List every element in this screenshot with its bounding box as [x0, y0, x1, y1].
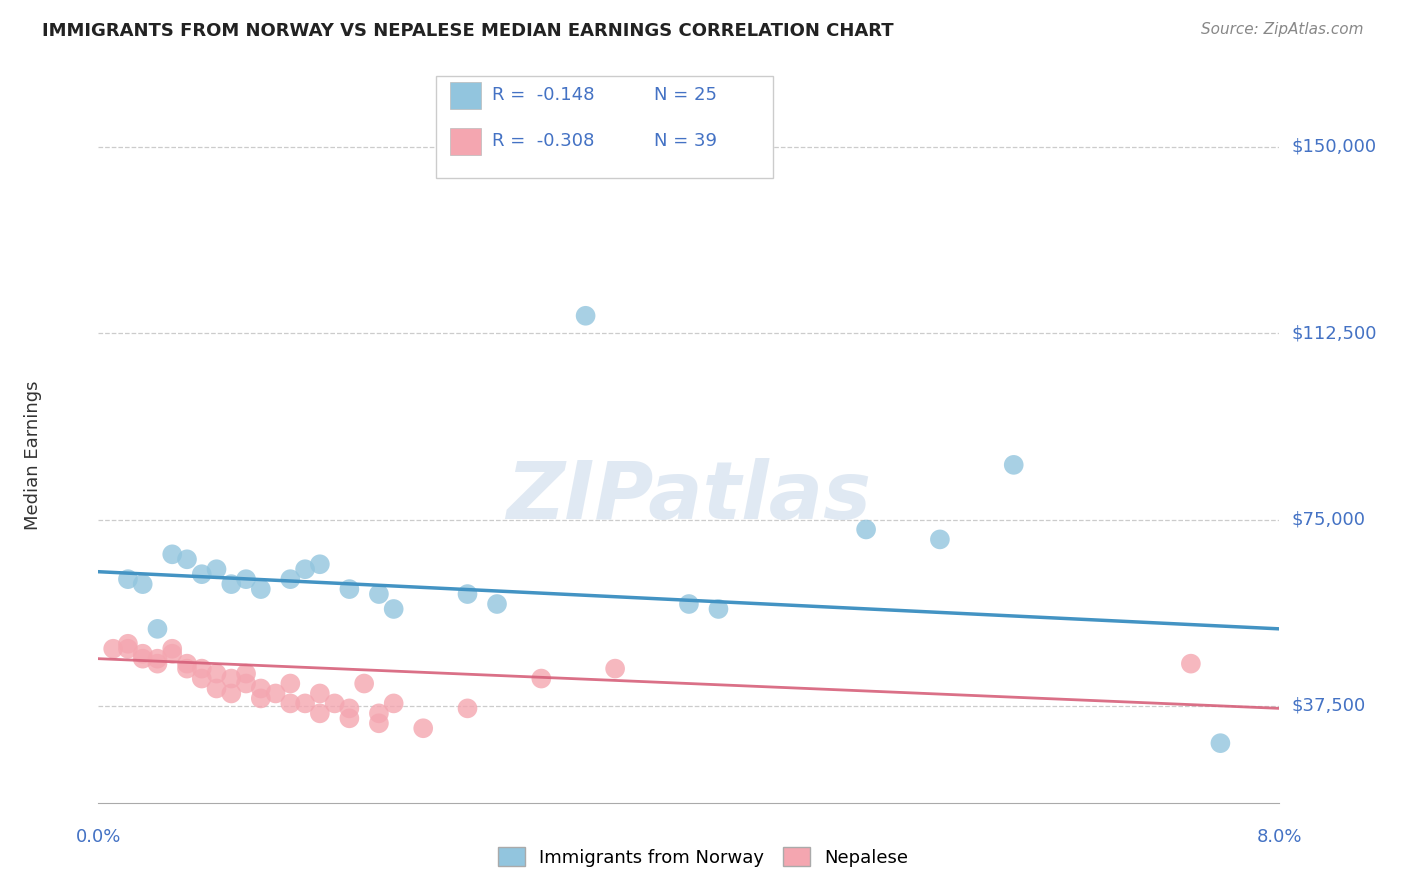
Point	[117, 637, 139, 651]
Point	[294, 697, 316, 711]
Point	[323, 697, 346, 711]
Point	[219, 577, 242, 591]
Point	[278, 697, 301, 711]
Point	[235, 572, 257, 586]
Point	[308, 558, 332, 572]
Point	[176, 657, 198, 671]
Point	[146, 622, 169, 636]
Point	[191, 662, 214, 676]
Point	[219, 672, 242, 686]
Point	[205, 562, 228, 576]
Point	[146, 651, 169, 665]
Point	[235, 666, 257, 681]
Text: IMMIGRANTS FROM NORWAY VS NEPALESE MEDIAN EARNINGS CORRELATION CHART: IMMIGRANTS FROM NORWAY VS NEPALESE MEDIA…	[42, 22, 894, 40]
Point	[278, 676, 301, 690]
Point	[456, 587, 478, 601]
Point	[337, 582, 360, 596]
Point	[367, 706, 389, 721]
Point	[278, 572, 301, 586]
Point	[1002, 458, 1025, 472]
Point	[117, 572, 139, 586]
Point	[132, 577, 155, 591]
Point	[308, 706, 332, 721]
Point	[412, 721, 434, 735]
Point	[235, 676, 257, 690]
Point	[678, 597, 700, 611]
Point	[250, 691, 273, 706]
Point	[456, 701, 478, 715]
Point	[132, 651, 155, 665]
Text: N = 39: N = 39	[654, 132, 717, 150]
Text: N = 25: N = 25	[654, 86, 717, 103]
Text: Median Earnings: Median Earnings	[24, 380, 42, 530]
Legend: Immigrants from Norway, Nepalese: Immigrants from Norway, Nepalese	[491, 840, 915, 874]
Point	[250, 582, 273, 596]
Point	[191, 567, 214, 582]
Text: $150,000: $150,000	[1291, 137, 1376, 156]
Point	[1180, 657, 1202, 671]
Point	[294, 562, 316, 576]
Point	[250, 681, 273, 696]
Point	[191, 672, 214, 686]
Text: Source: ZipAtlas.com: Source: ZipAtlas.com	[1201, 22, 1364, 37]
Point	[264, 686, 287, 700]
Text: R =  -0.148: R = -0.148	[492, 86, 595, 103]
Point	[574, 309, 596, 323]
Point	[1209, 736, 1232, 750]
Point	[855, 523, 877, 537]
Point	[146, 657, 169, 671]
Point	[176, 662, 198, 676]
Point	[132, 647, 155, 661]
Point	[176, 552, 198, 566]
Text: $112,500: $112,500	[1291, 324, 1376, 343]
Point	[382, 602, 405, 616]
Point	[337, 711, 360, 725]
Point	[382, 697, 405, 711]
Point	[162, 547, 183, 561]
Point	[707, 602, 730, 616]
Point	[530, 672, 553, 686]
Point	[367, 716, 389, 731]
Text: 0.0%: 0.0%	[76, 828, 121, 846]
Point	[485, 597, 508, 611]
Point	[308, 686, 332, 700]
Text: $75,000: $75,000	[1291, 510, 1365, 529]
Point	[219, 686, 242, 700]
Point	[337, 701, 360, 715]
Point	[205, 666, 228, 681]
Point	[353, 676, 375, 690]
Point	[103, 641, 124, 656]
Text: ZIPatlas: ZIPatlas	[506, 458, 872, 536]
Point	[367, 587, 389, 601]
Point	[205, 681, 228, 696]
Point	[928, 533, 950, 547]
Point	[117, 641, 139, 656]
Text: R =  -0.308: R = -0.308	[492, 132, 595, 150]
Text: $37,500: $37,500	[1291, 697, 1365, 714]
Text: 8.0%: 8.0%	[1257, 828, 1302, 846]
Point	[162, 641, 183, 656]
Point	[162, 647, 183, 661]
Point	[605, 662, 627, 676]
